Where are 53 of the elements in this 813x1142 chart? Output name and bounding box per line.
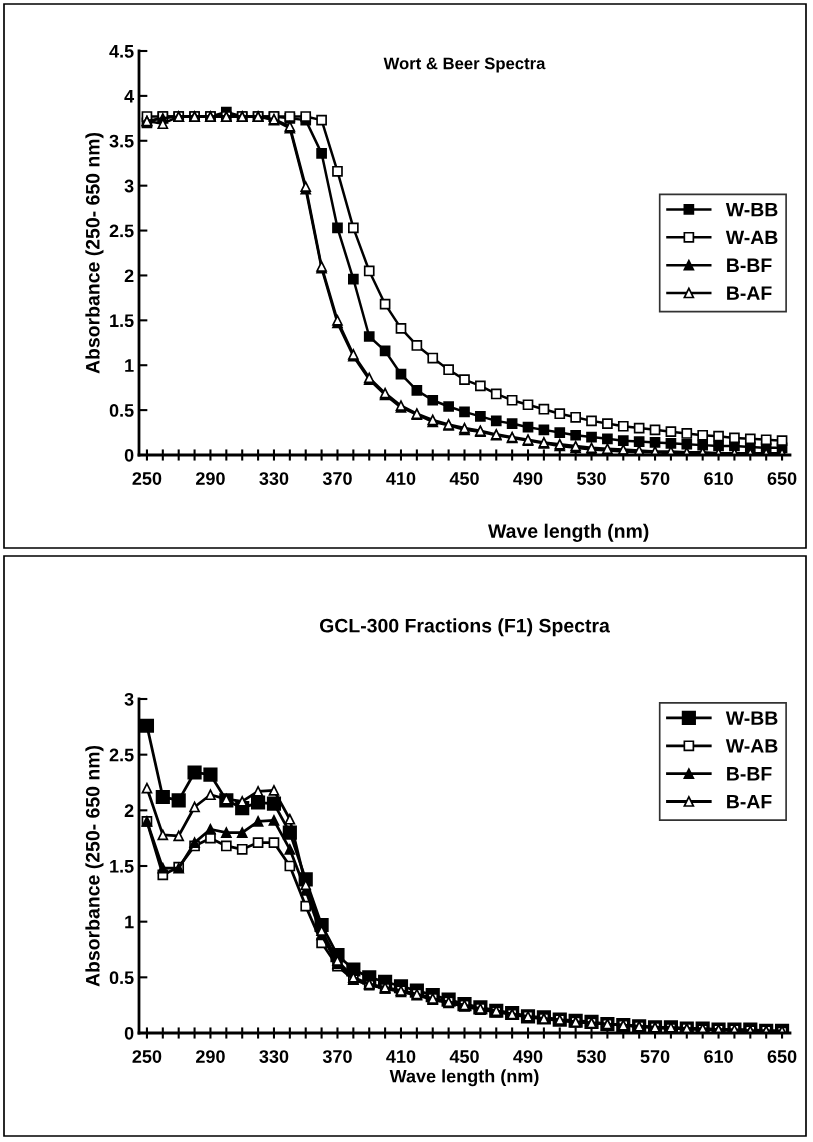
y-tick-label: 0 [124,448,134,462]
legend-label: W-BB [725,202,778,217]
y-tick-label: 3 [124,179,134,193]
legend-label: B-BF [727,767,772,781]
x-tick-label: 290 [196,1050,225,1063]
x-tick-label: 570 [640,1050,670,1063]
x-tick-label: 330 [259,1050,289,1063]
y-tick-label: 1.5 [110,860,134,873]
legend-label: B-AF [727,286,772,300]
x-axis-title: Wave length (nm) [389,1069,539,1087]
x-tick-label: 490 [513,472,543,485]
y-tick-label: 2 [124,269,134,282]
x-tick-label: 250 [132,472,162,485]
y-tick-label: 2 [124,804,134,817]
x-tick-label: 490 [513,1050,543,1063]
legend-label: W-AB [725,739,778,753]
x-tick-label: 570 [640,472,670,485]
y-tick-label: 2.5 [109,748,134,762]
x-tick-label: 370 [322,472,352,485]
x-tick-label: 530 [577,472,606,485]
y-tick-label: 4.5 [109,45,134,58]
y-tick-label: 3 [124,692,134,706]
x-tick-label: 530 [577,1050,606,1063]
legend-label: W-BB [725,711,778,725]
x-tick-label: 650 [767,1050,797,1063]
y-tick-label: 0.5 [109,404,134,417]
x-tick-label: 610 [704,1050,733,1063]
y-axis-title: Absorbance (250- 650 nm) [85,132,104,374]
y-tick-label: 0.5 [109,971,134,985]
x-tick-label: 290 [196,472,225,485]
y-tick-label: 1.5 [110,314,134,328]
x-tick-label: 610 [704,472,733,485]
y-tick-label: 0 [124,1026,134,1040]
y-tick-label: 2.5 [109,224,134,238]
x-axis-title: Wave length (nm) [488,523,649,542]
chart-title: GCL-300 Fractions (F1) Spectra [319,618,610,637]
x-tick-label: 450 [449,1050,479,1063]
y-tick-label: 4 [124,90,135,103]
y-tick-label: 3.5 [109,134,134,148]
y-axis-title: Absorbance (250- 650 nm) [85,745,104,987]
x-tick-label: 650 [767,472,797,485]
legend-label: B-AF [727,794,772,809]
x-tick-label: 410 [386,472,416,485]
legend-label: B-BF [727,258,772,272]
x-tick-label: 370 [322,1050,352,1063]
y-tick-label: 1 [125,915,134,929]
x-tick-label: 410 [386,1050,416,1063]
x-tick-label: 330 [259,472,289,485]
x-tick-label: 450 [449,472,479,485]
legend-label: W-AB [725,230,778,245]
x-tick-label: 250 [132,1050,162,1063]
y-tick-label: 1 [125,359,134,372]
chart-title: Wort & Beer Spectra [383,57,546,73]
